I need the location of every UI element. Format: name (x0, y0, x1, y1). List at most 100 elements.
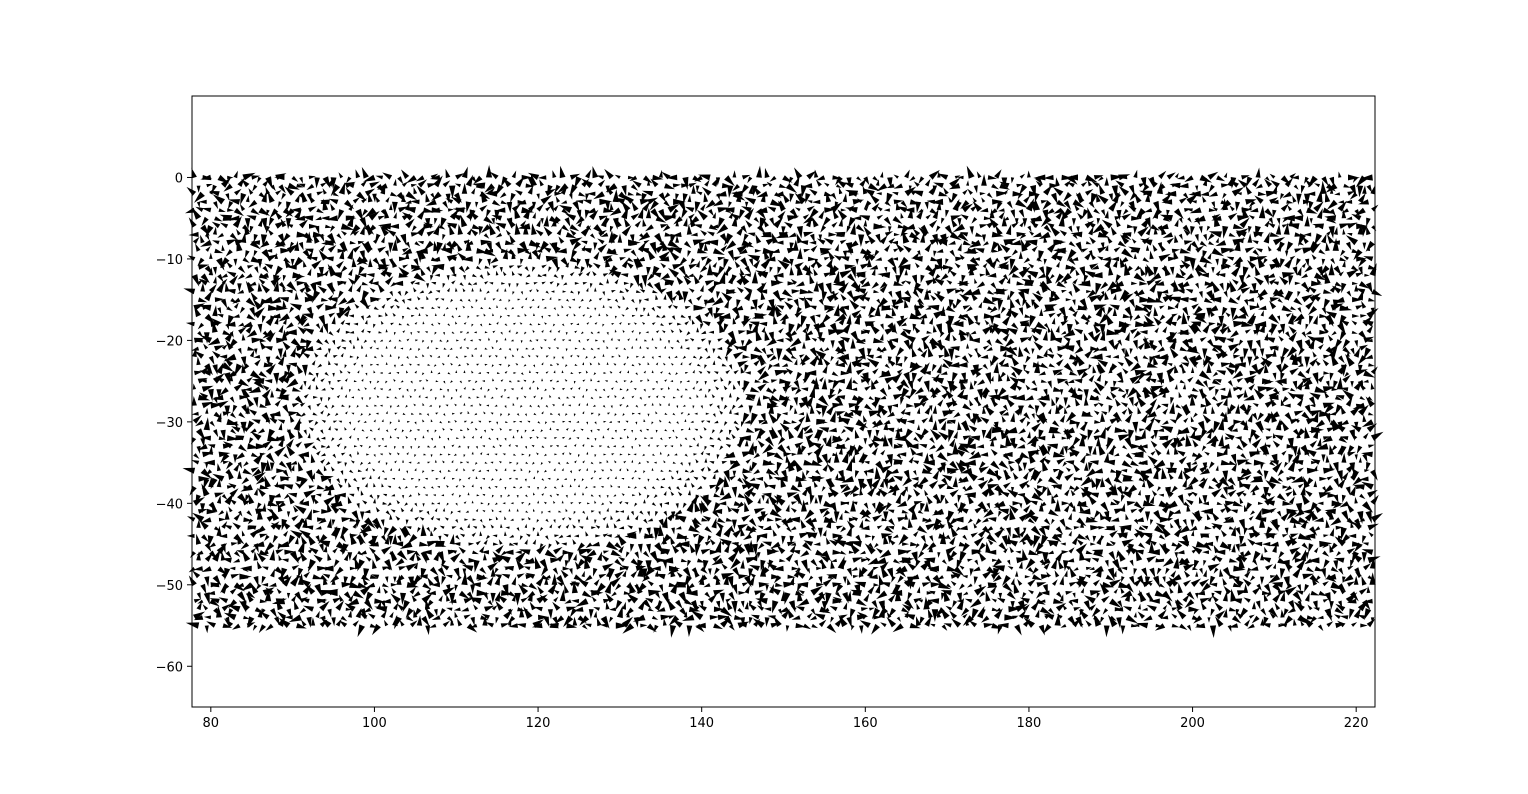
quiver-arrow (647, 395, 651, 399)
quiver-arrow (520, 340, 523, 344)
quiver-arrow (385, 312, 388, 317)
quiver-arrow (1233, 419, 1243, 425)
quiver-arrow (807, 256, 817, 262)
quiver-arrow (449, 428, 453, 431)
quiver-arrow (1318, 344, 1324, 350)
quiver-arrow (608, 265, 618, 275)
quiver-arrow (650, 178, 659, 188)
quiver-arrow (513, 372, 517, 374)
quiver-arrow (686, 331, 691, 336)
quiver-arrow (373, 340, 376, 344)
quiver-arrow (398, 266, 410, 278)
quiver-arrow (225, 289, 236, 294)
quiver-arrow (406, 298, 412, 301)
quiver-arrow (619, 388, 623, 391)
quiver-arrow (1008, 265, 1019, 276)
quiver-arrow (912, 290, 920, 298)
quiver-arrow (398, 323, 403, 326)
quiver-arrow (891, 403, 898, 408)
quiver-arrow (693, 355, 697, 359)
quiver-arrow (652, 322, 656, 326)
quiver-arrow (859, 362, 870, 368)
quiver-arrow (879, 346, 887, 353)
quiver-arrow (473, 347, 477, 350)
quiver-arrow (656, 330, 660, 334)
quiver-arrow (908, 340, 914, 350)
quiver-arrow (618, 354, 621, 358)
quiver-arrow (1086, 289, 1096, 298)
quiver-arrow (795, 388, 802, 395)
quiver-arrow (492, 199, 501, 206)
quiver-arrow (705, 355, 711, 359)
quiver-arrow (479, 323, 483, 327)
quiver-arrow (1367, 396, 1373, 401)
quiver-arrow (521, 207, 535, 214)
quiver-arrow (203, 417, 210, 431)
quiver-arrow (328, 294, 333, 301)
quiver-arrow (463, 435, 466, 439)
quiver-arrow (249, 281, 257, 286)
quiver-arrow (449, 266, 455, 277)
quiver-arrow (690, 258, 695, 265)
quiver-arrow (1149, 250, 1154, 260)
quiver-arrow (773, 452, 784, 461)
quiver-arrow (832, 280, 846, 287)
quiver-arrow (558, 298, 562, 301)
quiver-arrow (1161, 193, 1172, 204)
quiver-arrow (676, 388, 680, 391)
quiver-arrow (664, 183, 675, 190)
quiver-arrow (1363, 336, 1375, 343)
quiver-arrow (1214, 379, 1222, 383)
quiver-arrow (1361, 419, 1374, 428)
quiver-arrow (337, 297, 348, 306)
quiver-arrow (825, 306, 834, 314)
quiver-arrow (1141, 216, 1151, 228)
quiver-arrow (401, 194, 406, 203)
quiver-arrow (278, 313, 290, 322)
quiver-arrow (667, 239, 681, 249)
quiver-arrow (359, 217, 367, 229)
quiver-arrow (1242, 266, 1249, 279)
quiver-arrow (328, 381, 331, 386)
quiver-arrow (791, 387, 799, 392)
quiver-arrow (1188, 190, 1201, 197)
quiver-arrow (541, 378, 544, 382)
quiver-arrow (308, 206, 317, 213)
quiver-arrow (1117, 339, 1123, 346)
quiver-arrow (1076, 368, 1090, 376)
quiver-arrow (917, 375, 923, 383)
quiver-arrow (750, 412, 758, 426)
quiver-arrow (879, 387, 888, 397)
quiver-arrow (1107, 236, 1113, 244)
quiver-arrow (282, 285, 286, 293)
quiver-arrow (829, 262, 836, 276)
quiver-arrow (826, 292, 839, 303)
quiver-arrow (878, 405, 888, 416)
quiver-arrow (434, 397, 437, 401)
quiver-arrow (1060, 272, 1072, 283)
quiver-arrow (1215, 240, 1227, 247)
quiver-arrow (1265, 436, 1273, 440)
quiver-arrow (1050, 192, 1058, 205)
quiver-arrow (265, 225, 270, 234)
quiver-arrow (798, 297, 805, 302)
quiver-arrow (386, 297, 392, 302)
quiver-arrow (496, 305, 499, 308)
quiver-arrow (659, 337, 662, 341)
quiver-arrow (1211, 267, 1215, 274)
quiver-arrow (884, 231, 894, 237)
quiver-arrow (867, 429, 872, 439)
quiver-arrow (983, 345, 990, 350)
quiver-arrow (504, 307, 507, 311)
quiver-arrow (1137, 212, 1143, 220)
quiver-arrow (439, 339, 443, 342)
quiver-arrow (1174, 364, 1179, 374)
quiver-arrow (789, 266, 794, 276)
quiver-arrow (835, 362, 845, 368)
quiver-arrow (911, 347, 917, 358)
quiver-arrow (360, 315, 365, 321)
quiver-arrow (802, 425, 811, 432)
quiver-arrow (675, 235, 680, 243)
quiver-arrow (603, 372, 607, 374)
quiver-arrow (1075, 353, 1085, 367)
